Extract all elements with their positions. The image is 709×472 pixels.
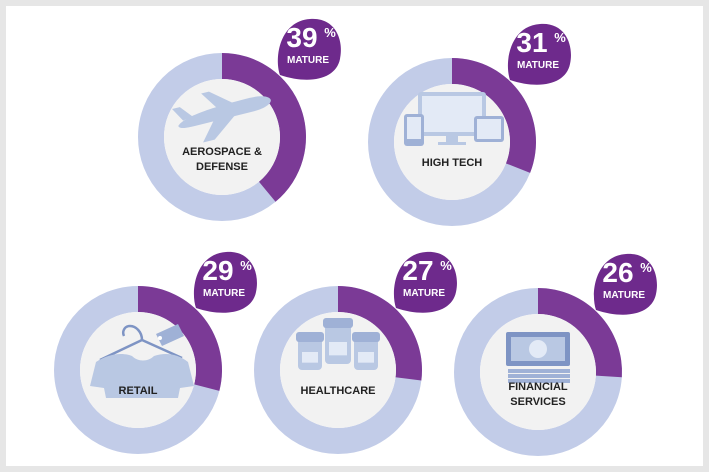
percent-value: 26 [602, 257, 633, 288]
category-label: SERVICES [510, 396, 565, 408]
donut-group: HEALTHCARE 27 % MATURE [254, 251, 457, 454]
percent-sign: % [240, 258, 252, 273]
category-label: HEALTHCARE [301, 385, 376, 397]
maturity-donut-charts: AEROSPACE & DEFENSE 39 % MATURE HIGH TECH 31 % M… [54, 18, 657, 456]
category-label: AEROSPACE & [182, 146, 262, 158]
percent-sign: % [554, 30, 566, 45]
donut-mature-segment [338, 286, 422, 381]
mature-label: MATURE [403, 288, 445, 299]
percent-sign: % [324, 25, 336, 40]
mature-label: MATURE [287, 55, 329, 66]
donut-mature-segment [452, 58, 536, 173]
percent-value: 39 [286, 22, 317, 53]
devices-icon [404, 92, 504, 146]
mature-label: MATURE [603, 290, 645, 301]
donut-mature-segment [138, 286, 222, 391]
mature-label: MATURE [517, 60, 559, 71]
percent-badge: 29 % MATURE [193, 251, 257, 313]
mature-label: MATURE [203, 288, 245, 299]
percent-sign: % [440, 258, 452, 273]
donut-group: RETAIL 29 % MATURE [54, 251, 257, 454]
infographic-panel: AEROSPACE & DEFENSE 39% MATURE HIGH TECH 31% M… [6, 6, 703, 466]
percent-value: 27 [402, 255, 433, 286]
category-label: HIGH TECH [422, 157, 483, 169]
donut-group: HIGH TECH 31 % MATURE [368, 23, 571, 226]
percent-value: 31 [516, 27, 547, 58]
category-label: DEFENSE [196, 161, 248, 173]
airplane-icon [172, 91, 271, 143]
category-label: FINANCIAL [508, 381, 568, 393]
shirt-hanger-icon [90, 324, 194, 398]
donut-group: FINANCIAL SERVICES 26 % MATURE [454, 253, 657, 456]
percent-badge: 39 % MATURE [277, 18, 341, 80]
pill-bottles-icon [296, 318, 380, 370]
category-label: RETAIL [119, 385, 158, 397]
donut-mature-segment [538, 288, 623, 378]
banknotes-icon [506, 332, 570, 383]
percent-sign: % [640, 260, 652, 275]
percent-badge: 26 % MATURE [593, 253, 657, 315]
donut-mature-segment [222, 53, 306, 202]
percent-badge: 31 % MATURE [507, 23, 571, 85]
percent-badge: 27 % MATURE [393, 251, 457, 313]
percent-value: 29 [202, 255, 233, 286]
donut-group: AEROSPACE & DEFENSE 39 % MATURE [138, 18, 341, 221]
